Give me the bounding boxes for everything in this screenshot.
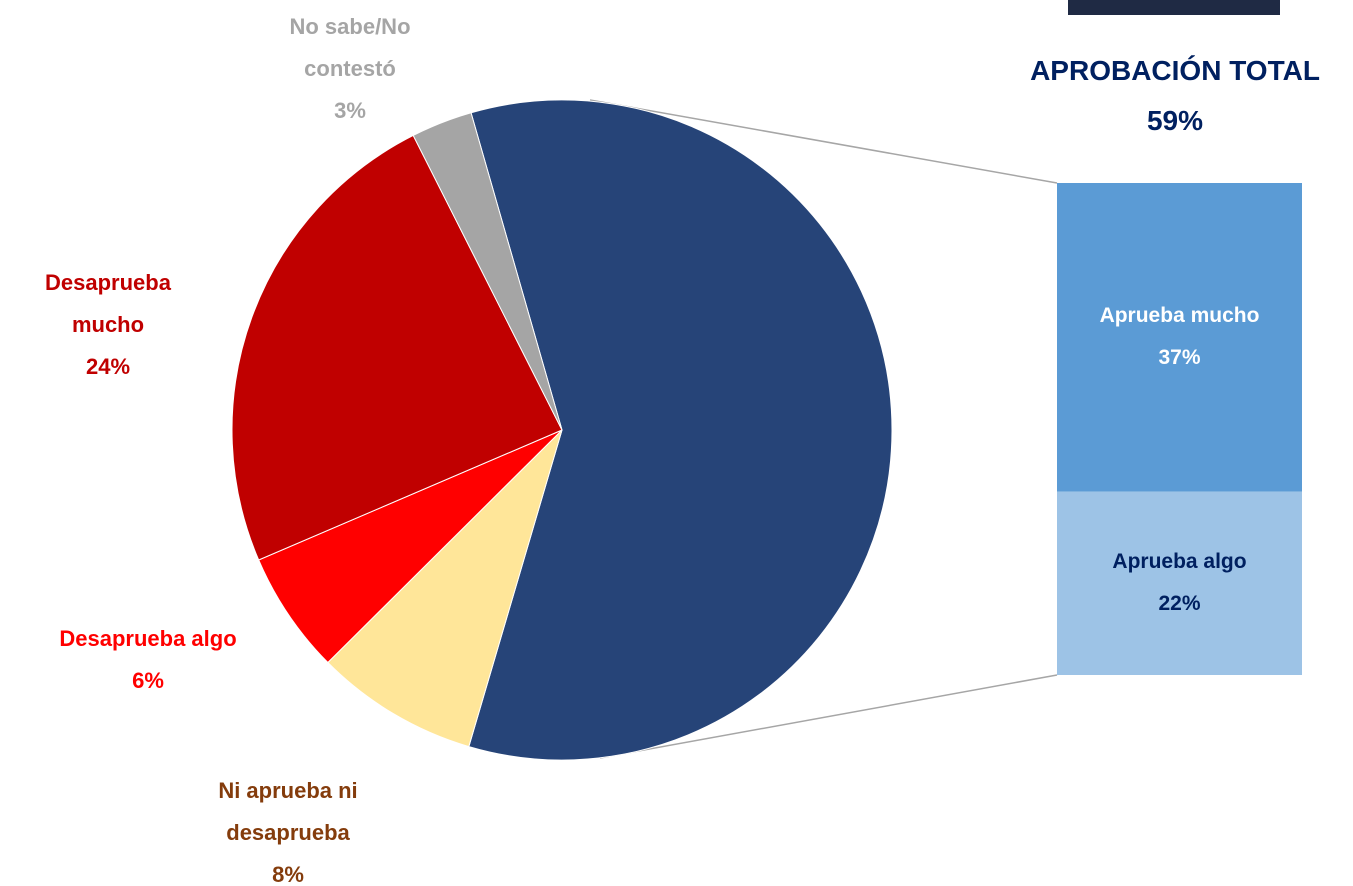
slice-category: No sabe/No contestó [289, 14, 411, 81]
slice-category: Ni aprueba ni desaprueba [218, 778, 358, 845]
bar-segment [1057, 183, 1302, 492]
total-title: APROBACIÓN TOTAL [1030, 55, 1320, 86]
slice-label: No sabe/No contestó 3% [265, 6, 435, 132]
bar-value: 22% [1158, 592, 1201, 616]
slice-category: Desaprueba algo [59, 626, 237, 651]
bar-label: Aprueba mucho 37% [1057, 295, 1302, 379]
connector-line [589, 99, 1058, 184]
slice-label: Desaprueba algo 6% [0, 618, 298, 702]
pie-slice [258, 429, 563, 664]
pie-slice [231, 134, 563, 561]
photo [1068, 0, 1280, 15]
bar-category: Aprueba algo [1112, 550, 1247, 574]
slice-value: 8% [272, 862, 304, 886]
bar-label: Aprueba algo 22% [1057, 541, 1302, 625]
bar-value: 37% [1158, 346, 1201, 370]
bar-category: Aprueba mucho [1099, 304, 1260, 328]
pie-slice [412, 112, 563, 431]
connector-line [599, 674, 1058, 759]
slice-label: Desaprueba mucho 24% [8, 262, 208, 388]
slice-value: 24% [85, 354, 131, 379]
pie-slice [468, 99, 893, 761]
slice-label: Ni aprueba ni desaprueba 8% [178, 770, 398, 886]
bar-segment [1057, 491, 1302, 675]
total-label: APROBACIÓN TOTAL 59% [975, 46, 1353, 146]
total-value: 59% [1146, 105, 1204, 136]
slice-value: 6% [132, 668, 164, 693]
slice-value: 3% [334, 98, 366, 123]
pie-slice [327, 429, 563, 748]
slice-category: Desaprueba mucho [45, 270, 171, 337]
